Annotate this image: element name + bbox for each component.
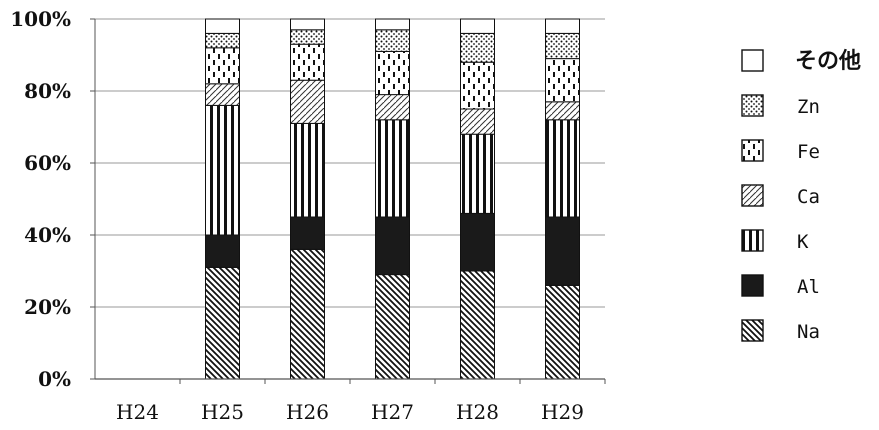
bar-segment-h27-k — [375, 119, 410, 218]
bar-segment-h27- — [375, 18, 410, 31]
legend-swatch — [741, 274, 764, 297]
legend-label: その他 — [795, 49, 861, 74]
y-tick-label: 60% — [24, 151, 71, 175]
y-tick-label: 80% — [24, 79, 71, 103]
bar-segment-h29- — [545, 18, 580, 34]
bar-segment-h29-zn — [545, 32, 580, 60]
bar-segment-h26-na — [290, 248, 325, 380]
bar-segment-h28-fe — [460, 61, 495, 110]
y-tick-label: 0% — [38, 367, 71, 391]
bar-segment-h25-ca — [205, 83, 240, 106]
x-category-label: H28 — [456, 400, 499, 424]
bar-segment-h25-fe — [205, 47, 240, 85]
legend-swatch — [741, 319, 764, 342]
bar-segment-h26-fe — [290, 43, 325, 81]
x-category-label: H29 — [541, 400, 584, 424]
legend-label: Ca — [797, 186, 820, 208]
x-category-label: H24 — [116, 400, 159, 424]
bar-segment-h27-na — [375, 274, 410, 380]
bar-segment-h27-fe — [375, 50, 410, 96]
legend-swatch — [741, 139, 764, 162]
legend-swatch — [741, 229, 764, 252]
bar-segment-h28-na — [460, 270, 495, 380]
legend-label: Na — [797, 321, 820, 343]
bar-segment-h25-al — [205, 234, 240, 268]
bar-segment-h28-k — [460, 133, 495, 214]
bar-segment-h27-ca — [375, 94, 410, 121]
bar-segment-h29-ca — [545, 101, 580, 121]
legend-swatch — [741, 49, 764, 72]
bar-segment-h29-na — [545, 284, 580, 380]
y-tick-label: 100% — [10, 7, 71, 31]
legend-label: Al — [797, 276, 820, 298]
axes: 0% 20% 40% 60% 80% 100% H24 H25 H26 H27 H28 H29 — [10, 7, 606, 424]
legend: その他 Zn Fe Ca K Al Na — [741, 49, 861, 343]
gridlines — [95, 18, 605, 380]
bar-segment-h25- — [205, 18, 240, 34]
y-tick-label: 40% — [24, 223, 71, 247]
bar-segment-h28-zn — [460, 32, 495, 63]
bar-segment-h29-k — [545, 119, 580, 218]
x-category-label: H25 — [201, 400, 244, 424]
bar-segment-h25-na — [205, 266, 240, 380]
bar-segment-h26- — [290, 18, 325, 31]
bar-segment-h29-al — [545, 216, 580, 286]
legend-label: Zn — [797, 96, 820, 118]
legend-swatch — [741, 184, 764, 207]
legend-swatch — [741, 94, 764, 117]
bar-segment-h25-zn — [205, 32, 240, 49]
bar-segment-h26-k — [290, 122, 325, 218]
bar-segment-h27-zn — [375, 29, 410, 52]
bar-segment-h26-ca — [290, 79, 325, 124]
bars — [205, 18, 580, 380]
bar-segment-h28-ca — [460, 108, 495, 135]
x-category-label: H27 — [371, 400, 414, 424]
bar-segment-h28- — [460, 18, 495, 34]
bar-segment-h26-al — [290, 216, 325, 250]
bar-segment-h28-al — [460, 212, 495, 272]
y-tick-label: 20% — [24, 295, 71, 319]
bar-segment-h26-zn — [290, 29, 325, 45]
legend-label: Fe — [797, 141, 820, 163]
legend-label: K — [797, 231, 809, 253]
bar-segment-h25-k — [205, 104, 240, 236]
x-category-label: H26 — [286, 400, 329, 424]
bar-segment-h29-fe — [545, 58, 580, 103]
bar-segment-h27-al — [375, 216, 410, 276]
